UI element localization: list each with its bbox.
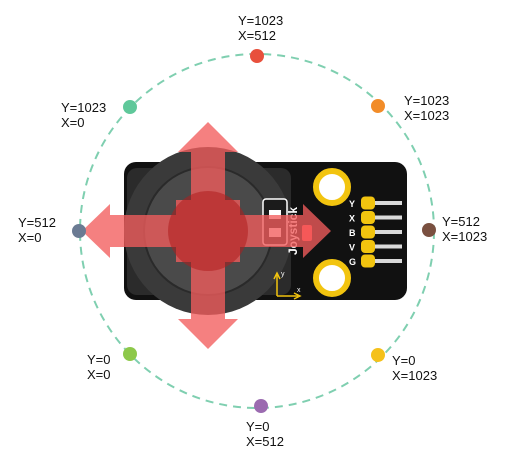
- pin-label: B: [349, 228, 356, 238]
- y-value: Y=0: [87, 352, 111, 367]
- y-value: Y=512: [442, 214, 480, 229]
- pin-b: B: [349, 225, 402, 239]
- position-label-left: Y=512 X=0: [18, 215, 56, 245]
- position-dot-bottom-left: [123, 347, 137, 361]
- pin-x: X: [349, 211, 402, 224]
- position-label-top: Y=1023 X=512: [238, 13, 283, 43]
- mounting-hole-bottom: [313, 259, 351, 297]
- x-value: X=1023: [404, 108, 450, 123]
- pin-lead: [370, 244, 402, 249]
- pin-lead: [370, 201, 402, 205]
- arrow-up-icon: [178, 122, 238, 200]
- pin-pad: [361, 211, 375, 224]
- x-value: X=0: [18, 230, 42, 245]
- position-dots: [72, 49, 436, 413]
- arrow-down-icon: [178, 262, 238, 349]
- pin-lead: [370, 215, 402, 220]
- switch-pad-top: [269, 210, 281, 219]
- position-label-bottom-left: Y=0 X=0: [87, 352, 111, 382]
- x-value: X=0: [87, 367, 111, 382]
- pin-pad: [361, 196, 375, 210]
- pin-label: Y: [349, 199, 355, 209]
- pin-lead: [370, 230, 402, 234]
- axis-y-label: y: [281, 271, 285, 278]
- pin-label: V: [349, 243, 355, 253]
- joystick-stick-center: [168, 191, 248, 271]
- pin-pad: [361, 254, 375, 268]
- arrow-right-icon: [240, 204, 331, 258]
- arrow-left-icon: [82, 204, 176, 258]
- y-value: Y=0: [246, 419, 270, 434]
- position-dot-right: [422, 223, 436, 237]
- pin-g: G: [349, 254, 402, 268]
- position-label-right: Y=512 X=1023: [442, 214, 487, 244]
- y-value: Y=1023: [61, 100, 107, 115]
- pin-pad: [361, 225, 375, 239]
- x-value: X=512: [246, 434, 284, 449]
- y-value: Y=1023: [404, 93, 450, 108]
- position-label-top-left: Y=1023 X=0: [61, 100, 106, 130]
- axis-glyph: [273, 271, 302, 300]
- position-dot-left: [72, 224, 86, 238]
- position-label-top-right: Y=1023 X=1023: [404, 93, 449, 123]
- position-dot-bottom-right: [371, 348, 385, 362]
- pin-lead: [370, 259, 402, 263]
- pin-v: V: [349, 240, 402, 253]
- position-label-bottom-right: Y=0 X=1023: [392, 353, 437, 383]
- pin-pad: [361, 240, 375, 253]
- x-value: X=512: [238, 28, 276, 43]
- pin-y: Y: [349, 196, 402, 210]
- y-value: Y=512: [18, 215, 56, 230]
- pin-label: G: [349, 257, 356, 267]
- position-dot-top: [250, 49, 264, 63]
- position-label-bottom: Y=0 X=512: [246, 419, 284, 449]
- mounting-hole-top: [313, 168, 351, 206]
- x-value: X=0: [61, 115, 85, 130]
- position-dot-top-right: [371, 99, 385, 113]
- position-dot-bottom: [254, 399, 268, 413]
- y-value: Y=0: [392, 353, 416, 368]
- axis-x-label: x: [297, 287, 301, 294]
- pin-label: X: [349, 214, 355, 224]
- position-dot-top-left: [123, 100, 137, 114]
- x-value: X=1023: [442, 229, 488, 244]
- x-value: X=1023: [392, 368, 438, 383]
- y-value: Y=1023: [238, 13, 284, 28]
